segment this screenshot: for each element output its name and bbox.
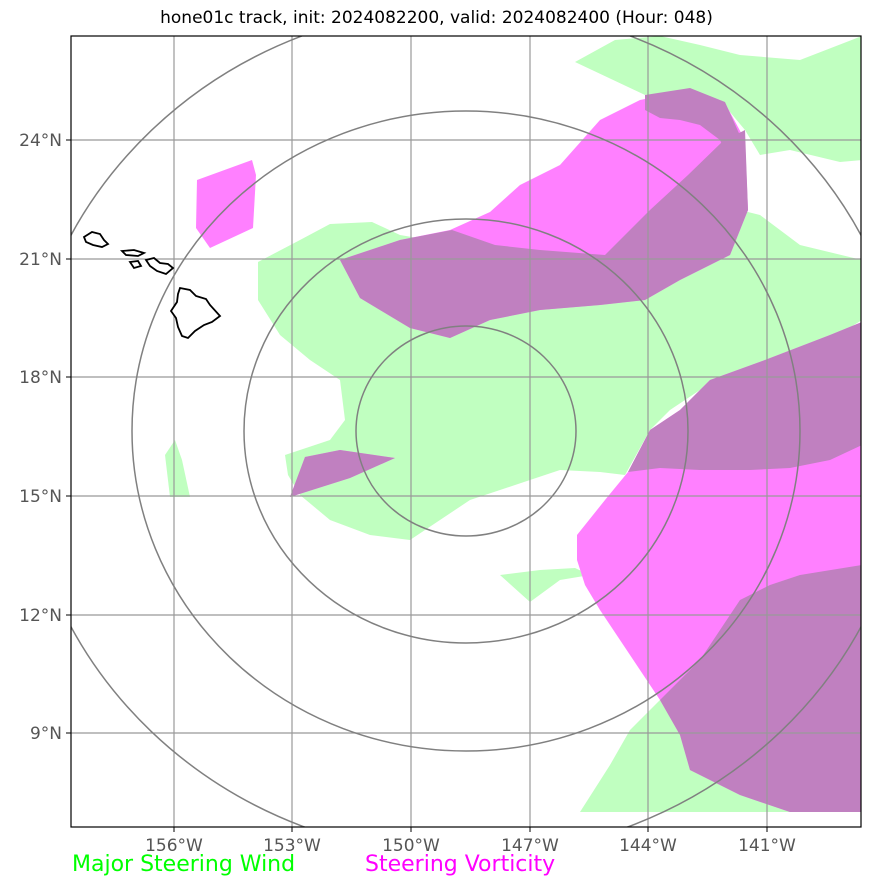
legend-steering-wind: Major Steering Wind bbox=[72, 852, 296, 877]
map-title: hone01c track, init: 2024082200, valid: … bbox=[160, 8, 713, 28]
lon-label-150w: 150°W bbox=[382, 836, 440, 856]
lon-label-141w: 141°W bbox=[738, 836, 796, 856]
lat-label-9n: 9°N bbox=[30, 724, 62, 744]
lat-label-18n: 18°N bbox=[19, 368, 62, 388]
overlap-area-north bbox=[340, 130, 748, 338]
range-rings bbox=[71, 36, 861, 827]
vorticity-area-west bbox=[196, 160, 256, 248]
island-molokai bbox=[128, 260, 143, 270]
hawaiian-islands bbox=[82, 231, 222, 340]
overlap-area-south bbox=[660, 565, 861, 812]
map-frame bbox=[70, 35, 862, 828]
lon-label-153w: 153°W bbox=[263, 836, 321, 856]
lon-axis: 156°W 153°W 150°W 147°W 144°W 141°W bbox=[145, 827, 796, 856]
island-kauai bbox=[82, 231, 110, 248]
overlap-area-east bbox=[628, 322, 861, 472]
grid-lines bbox=[71, 36, 861, 827]
lon-label-144w: 144°W bbox=[619, 836, 677, 856]
legend-steering-vorticity: Steering Vorticity bbox=[365, 852, 556, 877]
wind-area-small-south bbox=[500, 568, 590, 602]
island-maui bbox=[144, 257, 175, 276]
range-ring-3 bbox=[131, 110, 801, 752]
lat-axis: 24°N 21°N 18°N 15°N 12°N 9°N bbox=[19, 131, 71, 744]
range-ring-1 bbox=[355, 325, 577, 537]
wind-area-small-west bbox=[165, 440, 190, 497]
lat-label-21n: 21°N bbox=[19, 250, 62, 270]
lat-label-12n: 12°N bbox=[19, 606, 62, 626]
lat-label-24n: 24°N bbox=[19, 131, 62, 151]
lat-label-15n: 15°N bbox=[19, 487, 62, 507]
overlap-layer bbox=[290, 88, 861, 812]
lon-label-147w: 147°W bbox=[501, 836, 559, 856]
wind-area-northeast bbox=[575, 36, 861, 162]
lon-label-156w: 156°W bbox=[145, 836, 203, 856]
overlap-area-northeast bbox=[645, 88, 742, 180]
range-ring-2 bbox=[243, 218, 689, 644]
island-hawaii bbox=[169, 286, 222, 340]
island-oahu bbox=[119, 249, 147, 257]
map-layers bbox=[71, 36, 861, 827]
overlap-area-west bbox=[290, 450, 395, 497]
